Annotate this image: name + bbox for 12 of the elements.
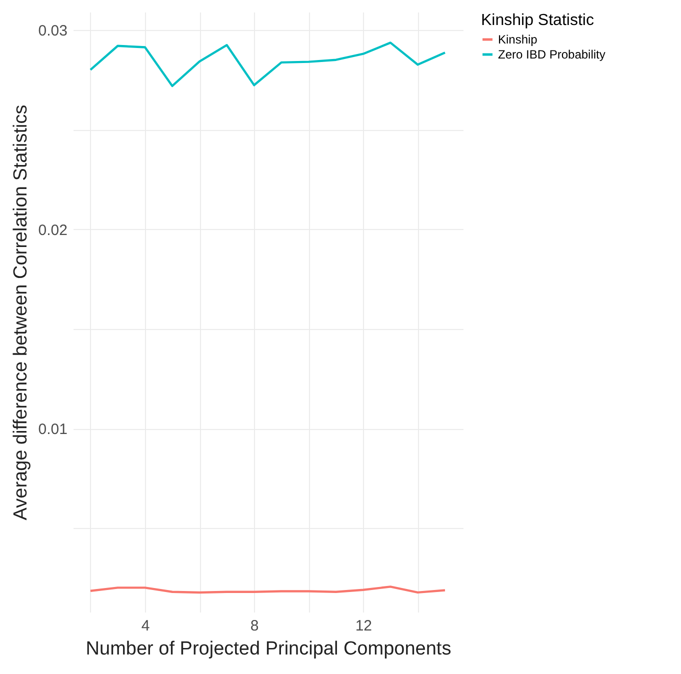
legend-label: Kinship <box>498 32 538 46</box>
legend-title: Kinship Statistic <box>481 12 594 29</box>
x-tick-label: 4 <box>141 618 150 634</box>
x-tick-label: 8 <box>250 618 259 634</box>
y-tick-label: 0.03 <box>38 22 68 40</box>
legend-label: Zero IBD Probability <box>498 48 606 62</box>
x-tick-label: 12 <box>355 618 372 634</box>
x-axis-title: Number of Projected Principal Components <box>86 638 452 660</box>
y-axis-title: Average difference between Correlation Statistics <box>10 104 32 520</box>
y-tick-label: 0.02 <box>38 222 68 239</box>
y-tick-label: 0.01 <box>38 421 68 438</box>
line-series <box>89 42 446 88</box>
